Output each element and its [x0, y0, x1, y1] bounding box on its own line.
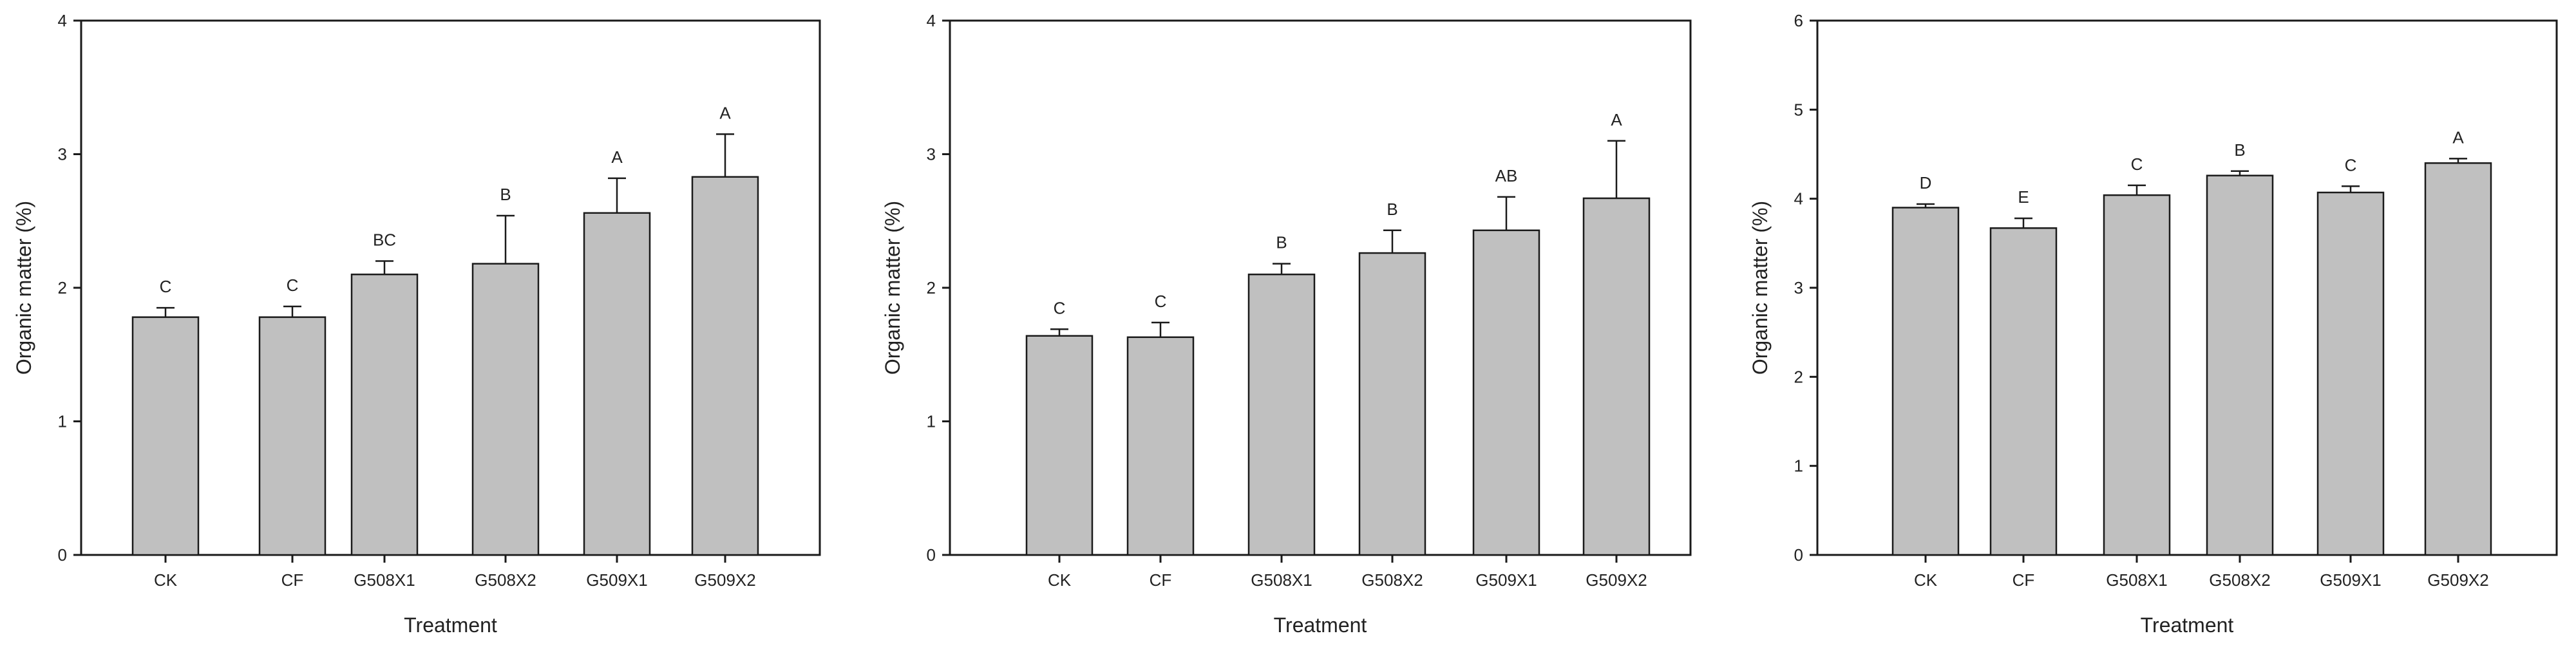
- x-tick-label: CK: [154, 570, 178, 590]
- significance-letter: B: [1387, 200, 1397, 219]
- significance-letter: A: [1611, 110, 1622, 129]
- significance-letter: A: [2452, 127, 2464, 147]
- y-tick-label: 0: [1794, 545, 1803, 565]
- x-axis-title: Treatment: [2141, 614, 2234, 637]
- significance-letter: BC: [373, 230, 396, 250]
- x-tick-label: CK: [1048, 570, 1072, 590]
- y-tick-label: 3: [927, 145, 936, 164]
- y-tick-label: 2: [58, 278, 67, 297]
- significance-letter: C: [287, 276, 299, 295]
- bar: [2103, 194, 2171, 556]
- y-tick-label: 1: [58, 412, 67, 431]
- x-axis-title: Treatment: [1274, 614, 1367, 637]
- significance-letter: C: [2131, 155, 2143, 174]
- significance-letter: A: [719, 103, 731, 122]
- y-tick-label: 4: [58, 11, 67, 30]
- bar: [350, 274, 419, 556]
- x-tick-label: G509X2: [1586, 570, 1647, 590]
- x-tick-label: G508X1: [354, 570, 415, 590]
- significance-letter: C: [160, 277, 172, 296]
- bar: [2424, 162, 2492, 556]
- x-tick-label: G508X2: [1361, 570, 1423, 590]
- significance-letter: D: [1920, 173, 1932, 192]
- bar: [2316, 191, 2385, 556]
- significance-letter: C: [2345, 155, 2357, 174]
- y-tick-label: 1: [1794, 456, 1803, 476]
- x-tick-label: G508X2: [2209, 570, 2270, 590]
- y-tick-label: 3: [58, 145, 67, 164]
- x-tick-label: CF: [281, 570, 304, 590]
- significance-letter: C: [1054, 298, 1066, 317]
- y-tick-label: 2: [1794, 367, 1803, 386]
- significance-letter: AB: [1495, 166, 1518, 185]
- bar: [471, 263, 540, 556]
- bar: [1247, 274, 1316, 556]
- y-axis-title: Organic matter (%): [12, 201, 35, 375]
- bar: [1025, 335, 1094, 556]
- chart-2: 0 1 2 3 4 Organic matter (%) C CK C CF B G508X1 B G50…: [881, 11, 1692, 637]
- y-tick-label: 1: [927, 412, 936, 431]
- x-tick-label: CF: [2012, 570, 2035, 590]
- x-tick-label: G509X1: [2320, 570, 2381, 590]
- y-tick-label: 3: [1794, 278, 1803, 297]
- chart-3: 0 1 2 3 4 5 6 Organic matter (%) D CK E CF C G508X1 B G…: [1748, 11, 2558, 637]
- y-tick-label: 4: [1794, 189, 1803, 209]
- x-tick-label: G508X2: [475, 570, 536, 590]
- y-axis-title: Organic matter (%): [881, 201, 904, 375]
- bar: [1989, 227, 2058, 556]
- x-tick-label: G509X2: [2427, 570, 2488, 590]
- bar: [1126, 336, 1195, 556]
- y-tick-label: 0: [927, 545, 936, 565]
- bar: [131, 316, 200, 556]
- x-tick-label: CF: [1150, 570, 1172, 590]
- bar: [2206, 174, 2274, 556]
- x-tick-label: G509X1: [1475, 570, 1537, 590]
- bar: [1891, 207, 1960, 556]
- x-tick-label: G508X1: [2106, 570, 2167, 590]
- x-tick-label: G509X2: [694, 570, 755, 590]
- significance-letter: B: [500, 185, 511, 204]
- significance-letter: C: [1155, 292, 1167, 311]
- bar: [583, 212, 651, 556]
- bar: [1582, 197, 1651, 556]
- significance-letter: B: [2234, 140, 2245, 160]
- x-tick-label: G508X1: [1251, 570, 1312, 590]
- significance-letter: B: [1276, 233, 1287, 252]
- bar: [1472, 229, 1540, 556]
- bar: [691, 176, 759, 556]
- x-axis-title: Treatment: [404, 614, 497, 637]
- x-tick-label: CK: [1914, 570, 1938, 590]
- y-tick-label: 5: [1794, 100, 1803, 119]
- y-tick-label: 0: [58, 545, 67, 565]
- chart-1: 0 1 2 3 4 Organic matter (%) C CK C CF BC G508X1 B G5…: [12, 11, 821, 637]
- y-tick-label: 4: [927, 11, 936, 30]
- y-tick-label: 6: [1794, 11, 1803, 30]
- significance-letter: A: [611, 147, 623, 167]
- significance-letter: E: [2018, 187, 2029, 207]
- bar: [258, 316, 327, 556]
- x-tick-label: G509X1: [586, 570, 647, 590]
- bar: [1358, 252, 1426, 556]
- y-axis-title: Organic matter (%): [1748, 201, 1772, 375]
- y-tick-label: 2: [927, 278, 936, 297]
